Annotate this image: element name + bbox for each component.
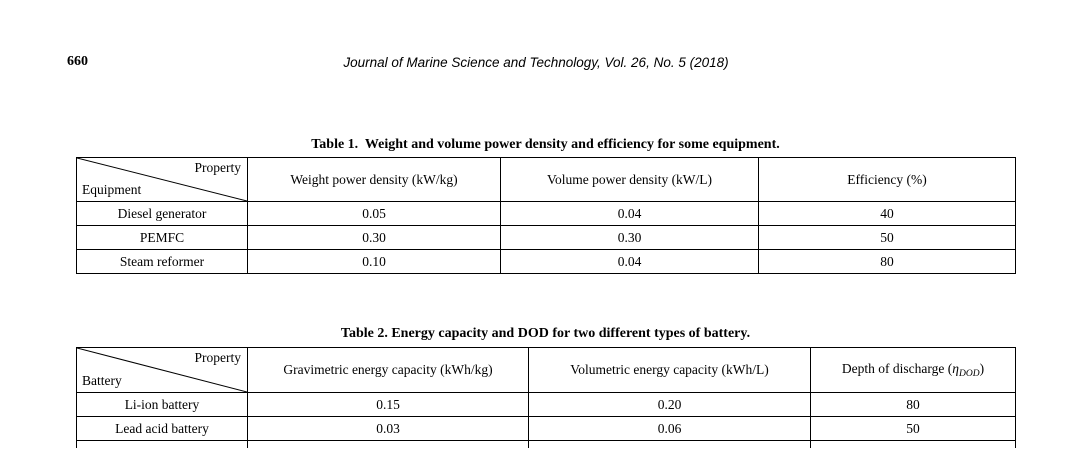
value-cell: 0.06 [528, 416, 811, 441]
value-cell: 0.04 [500, 249, 759, 274]
table-row: PEMFC 0.30 0.30 50 [76, 225, 1016, 250]
table2-caption: Table 2. Energy capacity and DOD for two… [340, 326, 751, 341]
table1-col-header: Weight power density (kW/kg) [247, 157, 501, 202]
value-cell: 0.30 [500, 225, 759, 250]
table2-corner-cell: Property Battery [76, 347, 248, 393]
value-cell: 80 [758, 249, 1016, 274]
table-row: Steam reformer 0.10 0.04 80 [76, 249, 1016, 274]
diagonal-divider [77, 158, 247, 201]
value-cell: 0.04 [500, 201, 759, 226]
value-cell: 50 [810, 416, 1016, 441]
row-label-cell: PEMFC [76, 225, 248, 250]
table-row: Diesel generator 0.05 0.04 40 [76, 201, 1016, 226]
value-cell: 0.10 [247, 249, 501, 274]
table-row: Lead acid battery 0.03 0.06 50 [76, 416, 1016, 441]
corner-label-equipment: Equipment [82, 182, 142, 198]
eta-subscript: DOD [958, 369, 980, 379]
table1-caption: Table 1. Weight and volume power density… [311, 137, 780, 152]
table1: Property Equipment Weight power density … [76, 157, 1016, 274]
table1-col-header: Efficiency (%) [758, 157, 1016, 202]
table2-col-header-dod: Depth of discharge (ηDOD) [810, 347, 1016, 393]
row-label-cell: Steam reformer [76, 249, 248, 274]
value-cell: 0.30 [247, 225, 501, 250]
journal-header: Journal of Marine Science and Technology… [343, 55, 729, 70]
dod-label-prefix: Depth of discharge ( [841, 361, 953, 376]
corner-label-property: Property [194, 160, 242, 175]
diagonal-divider [77, 348, 247, 392]
value-cell: 0.20 [528, 392, 811, 417]
corner-label-battery: Battery [82, 373, 122, 389]
table2-cutoff-border-stubs [76, 441, 1016, 448]
value-cell: 80 [810, 392, 1016, 417]
table1-col-header: Volume power density (kW/L) [500, 157, 759, 202]
dod-label-suffix: ) [979, 361, 985, 376]
value-cell: 0.03 [247, 416, 529, 441]
value-cell: 0.05 [247, 201, 501, 226]
table2-col-header: Gravimetric energy capacity (kWh/kg) [247, 347, 529, 393]
row-label-cell: Li-ion battery [76, 392, 248, 417]
value-cell: 40 [758, 201, 1016, 226]
table1-header-row: Property Equipment Weight power density … [76, 157, 1016, 202]
table-row: Li-ion battery 0.15 0.20 80 [76, 392, 1016, 417]
corner-label-property: Property [194, 350, 242, 365]
table2: Property Battery Gravimetric energy capa… [76, 347, 1016, 441]
value-cell: 0.15 [247, 392, 529, 417]
eta-symbol: η [952, 361, 959, 376]
table2-col-header: Volumetric energy capacity (kWh/L) [528, 347, 811, 393]
row-label-cell: Diesel generator [76, 201, 248, 226]
value-cell: 50 [758, 225, 1016, 250]
row-label-cell: Lead acid battery [76, 416, 248, 441]
table2-header-row: Property Battery Gravimetric energy capa… [76, 347, 1016, 393]
page-number: 660 [67, 54, 88, 69]
table1-corner-cell: Property Equipment [76, 157, 248, 202]
